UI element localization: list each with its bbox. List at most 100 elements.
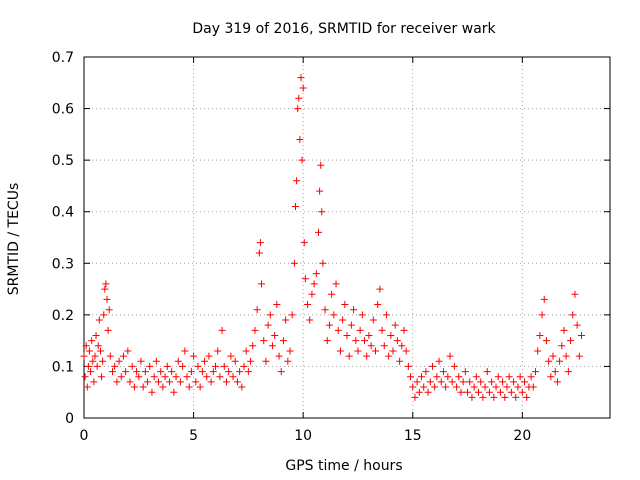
data-point [104,326,112,334]
labels-layer: Day 319 of 2016, SRMTID for receiver war… [6,21,497,474]
data-point [101,285,109,293]
data-point [264,321,272,329]
data-point [308,290,316,298]
data-point [334,326,342,334]
data-point [529,383,537,391]
data-point [490,393,498,401]
data-point [328,290,336,298]
data-point [90,378,98,386]
data-point [391,321,399,329]
data-point [172,373,180,381]
data-point [165,378,173,386]
data-point [306,316,314,324]
data-point [111,362,119,370]
data-point [282,316,290,324]
data-point [321,306,329,314]
data-point [553,378,561,386]
data-point [496,388,504,396]
data-point [527,373,535,381]
data-point [168,368,176,376]
data-point [293,177,301,185]
data-point [481,383,489,391]
data-point [144,378,152,386]
data-point [374,301,382,309]
data-point [155,378,163,386]
data-point [196,383,204,391]
data-point [89,357,97,365]
data-point [183,373,191,381]
data-point [92,331,100,339]
data-point [81,373,89,381]
y-tick-label-7: 0.7 [52,50,74,66]
data-point [115,357,123,365]
data-point [567,337,575,345]
data-point [98,373,106,381]
data-point [459,378,467,386]
y-tick-label-6: 0.6 [52,102,74,118]
data-point [551,368,559,376]
data-point [288,311,296,319]
data-point [396,357,404,365]
data-point [203,373,211,381]
data-point [294,105,302,113]
data-point [304,301,312,309]
data-point [238,383,246,391]
data-point [361,337,369,345]
data-point [300,239,308,247]
data-point [433,373,441,381]
data-point [578,331,586,339]
data-point [512,393,520,401]
data-point [354,347,362,355]
data-point [317,161,325,169]
data-point [573,321,581,329]
data-point [556,357,564,365]
data-point [100,311,108,319]
data-point [240,362,248,370]
data-point [295,94,303,102]
data-point [510,378,518,386]
data-point [371,347,379,355]
data-point [83,383,91,391]
data-point [122,368,130,376]
data-point [161,373,169,381]
data-point [409,383,417,391]
data-point [150,373,158,381]
data-point [135,373,143,381]
data-point [91,352,99,360]
data-point [534,347,542,355]
data-point [531,368,539,376]
data-point [80,352,88,360]
data-point [387,331,395,339]
data-point [400,326,408,334]
data-point [275,352,283,360]
data-point [231,357,239,365]
data-point [479,393,487,401]
data-point [358,311,366,319]
data-point [393,337,401,345]
data-point [437,378,445,386]
x-tick-label-2: 10 [294,428,312,444]
data-point [402,347,410,355]
y-tick-label-4: 0.4 [52,205,74,221]
data-point [179,362,187,370]
data-point [475,388,482,396]
data-point [428,362,436,370]
data-point [499,378,507,386]
data-point [470,383,478,391]
data-point [268,342,276,350]
data-point [108,368,116,376]
data-point [380,342,388,350]
data-point [222,378,230,386]
data-point [212,362,219,370]
data-point [242,347,250,355]
data-point [258,280,266,288]
data-point [315,228,323,236]
data-points-layer [80,74,586,401]
data-point [316,187,324,195]
y-tick-label-2: 0.2 [52,308,74,324]
data-point [181,347,189,355]
data-point [518,388,526,396]
data-point [148,388,156,396]
data-point [318,208,326,216]
